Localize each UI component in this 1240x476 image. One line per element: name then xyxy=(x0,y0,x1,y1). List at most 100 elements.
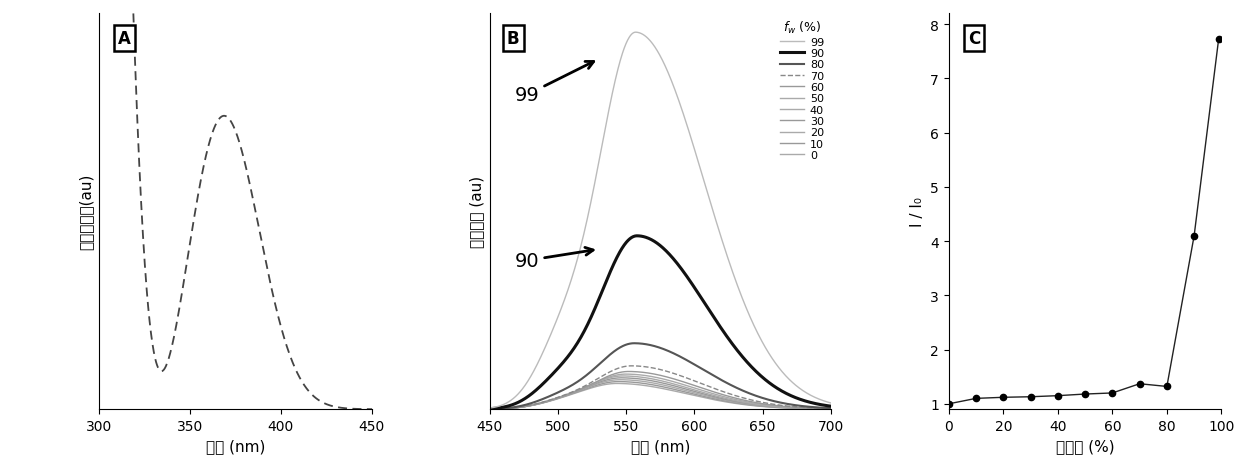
50 xyxy=(684,384,699,390)
0 xyxy=(482,407,497,412)
99 xyxy=(823,400,838,406)
10 xyxy=(739,402,754,407)
Line: 0: 0 xyxy=(490,384,831,409)
30 xyxy=(614,375,629,381)
99 xyxy=(711,225,725,231)
0 xyxy=(570,390,585,396)
40 xyxy=(684,387,699,392)
50 xyxy=(570,388,585,394)
60 xyxy=(637,370,652,376)
80 xyxy=(482,407,497,412)
40 xyxy=(615,373,630,379)
0 xyxy=(637,383,652,388)
50 xyxy=(619,371,634,377)
30 xyxy=(637,377,652,383)
80 xyxy=(823,406,838,411)
80 xyxy=(627,341,642,347)
70 xyxy=(543,397,558,403)
Legend: 99, 90, 80, 70, 60, 50, 40, 30, 20, 10, 0: 99, 90, 80, 70, 60, 50, 40, 30, 20, 10, … xyxy=(775,16,828,165)
80 xyxy=(570,379,585,385)
10 xyxy=(823,407,838,412)
70 xyxy=(482,407,497,412)
30 xyxy=(684,388,699,394)
60 xyxy=(684,382,699,387)
50 xyxy=(823,406,838,412)
10 xyxy=(684,391,699,397)
40 xyxy=(637,375,652,381)
40 xyxy=(543,397,558,403)
Line: 99: 99 xyxy=(490,33,831,408)
Line: 40: 40 xyxy=(490,376,831,409)
Line: 30: 30 xyxy=(490,378,831,409)
Line: 20: 20 xyxy=(490,380,831,409)
80 xyxy=(543,393,558,399)
60 xyxy=(543,398,558,404)
30 xyxy=(823,406,838,412)
30 xyxy=(482,407,497,412)
X-axis label: 水含量 (%): 水含量 (%) xyxy=(1055,438,1115,454)
30 xyxy=(570,388,585,394)
10 xyxy=(543,398,558,404)
70 xyxy=(624,363,639,369)
0 xyxy=(543,398,558,404)
99 xyxy=(482,405,497,411)
70 xyxy=(739,396,754,402)
10 xyxy=(637,381,652,387)
0 xyxy=(684,392,699,398)
90 xyxy=(630,233,645,239)
10 xyxy=(611,379,626,385)
50 xyxy=(482,407,497,412)
99 xyxy=(739,307,754,313)
Text: 90: 90 xyxy=(515,248,593,270)
10 xyxy=(570,389,585,395)
99 xyxy=(570,256,585,262)
20 xyxy=(637,379,652,385)
50 xyxy=(543,398,558,404)
20 xyxy=(684,389,699,395)
0 xyxy=(823,407,838,412)
90 xyxy=(543,374,558,379)
Y-axis label: 归一化吸收(au): 归一化吸收(au) xyxy=(78,174,94,250)
Y-axis label: 荧光强度 (au): 荧光强度 (au) xyxy=(470,176,485,248)
70 xyxy=(570,387,585,393)
40 xyxy=(570,387,585,393)
90 xyxy=(823,404,838,409)
20 xyxy=(570,388,585,394)
70 xyxy=(684,377,699,383)
70 xyxy=(637,364,652,370)
60 xyxy=(823,406,838,412)
80 xyxy=(711,376,725,381)
90 xyxy=(711,321,725,327)
Text: A: A xyxy=(118,30,131,48)
0 xyxy=(610,381,625,387)
50 xyxy=(637,373,652,378)
70 xyxy=(823,406,838,412)
20 xyxy=(543,398,558,404)
90 xyxy=(739,359,754,365)
99 xyxy=(637,34,652,40)
90 xyxy=(570,340,585,346)
99 xyxy=(684,137,699,142)
Line: 10: 10 xyxy=(490,382,831,409)
40 xyxy=(739,400,754,406)
70 xyxy=(711,387,725,393)
Text: 99: 99 xyxy=(515,62,594,105)
60 xyxy=(482,407,497,412)
10 xyxy=(482,407,497,412)
Y-axis label: I / I₀: I / I₀ xyxy=(910,197,925,227)
Text: C: C xyxy=(968,30,980,48)
Text: B: B xyxy=(507,30,520,48)
20 xyxy=(739,401,754,407)
60 xyxy=(570,388,585,394)
60 xyxy=(711,390,725,396)
X-axis label: 波长 (nm): 波长 (nm) xyxy=(206,438,265,454)
30 xyxy=(543,397,558,403)
80 xyxy=(739,390,754,396)
30 xyxy=(739,401,754,407)
60 xyxy=(739,398,754,404)
10 xyxy=(711,397,725,403)
40 xyxy=(711,394,725,399)
90 xyxy=(482,406,497,412)
Line: 90: 90 xyxy=(490,236,831,409)
Line: 60: 60 xyxy=(490,372,831,409)
